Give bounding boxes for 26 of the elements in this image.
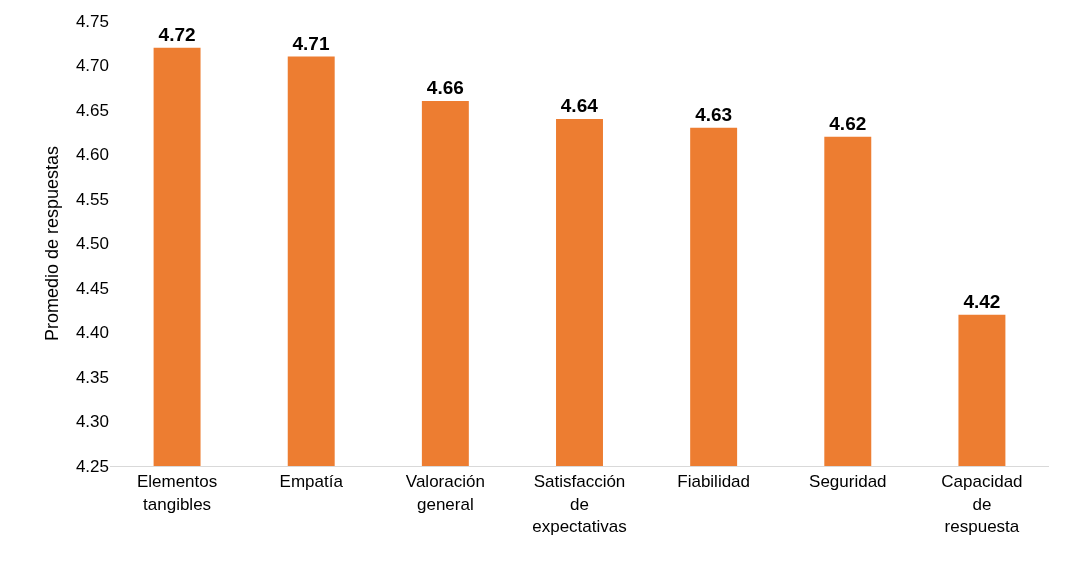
y-axis-title: Promedio de respuestas — [42, 145, 63, 342]
x-tick-label: Capacidad de respuesta — [941, 472, 1023, 536]
data-label: 4.63 — [695, 103, 733, 125]
data-label: 4.64 — [560, 94, 599, 116]
y-tick-label: 4.30 — [75, 412, 109, 432]
y-tick-label: 4.60 — [75, 145, 109, 165]
x-tick-label: Elementos tangibles — [136, 472, 218, 514]
data-label: 4.62 — [829, 112, 867, 134]
data-label: 4.72 — [158, 23, 196, 45]
x-tick-label: Valoración general — [405, 472, 485, 514]
data-label: 4.66 — [426, 77, 464, 99]
y-tick-label: 4.65 — [75, 100, 109, 120]
x-tick-label: Seguridad — [809, 472, 887, 492]
data-label: 4.71 — [292, 32, 330, 54]
y-tick-label: 4.45 — [75, 278, 109, 298]
x-tick-label: Satisfacción de expectativas — [532, 472, 627, 536]
data-label: 4.42 — [963, 290, 1001, 312]
x-tick-label: Empatía — [279, 472, 344, 492]
y-tick-label: 4.55 — [75, 189, 109, 209]
y-tick-label: 4.75 — [75, 11, 109, 31]
y-tick-label: 4.40 — [75, 323, 109, 343]
y-tick-label: 4.35 — [75, 367, 109, 387]
x-tick-label: Fiabilidad — [677, 472, 751, 492]
y-tick-label: 4.50 — [75, 234, 109, 254]
y-tick-label: 4.25 — [75, 456, 109, 476]
y-tick-label: 4.70 — [75, 56, 109, 76]
